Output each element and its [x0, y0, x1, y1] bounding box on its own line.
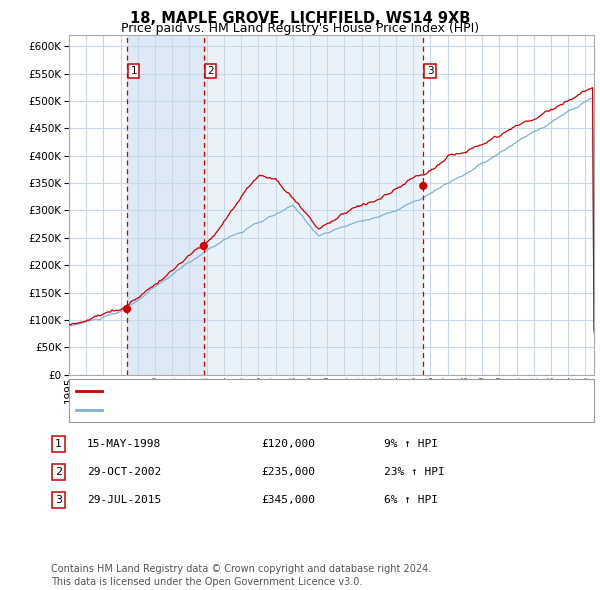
- Text: 2: 2: [55, 467, 62, 477]
- Text: 2: 2: [207, 66, 214, 76]
- Text: 6% ↑ HPI: 6% ↑ HPI: [384, 496, 438, 505]
- Text: £235,000: £235,000: [261, 467, 315, 477]
- Text: 1: 1: [55, 439, 62, 448]
- Point: [199, 241, 209, 251]
- Text: 15-MAY-1998: 15-MAY-1998: [87, 439, 161, 448]
- Text: 18, MAPLE GROVE, LICHFIELD, WS14 9XB: 18, MAPLE GROVE, LICHFIELD, WS14 9XB: [130, 11, 470, 25]
- Text: 29-OCT-2002: 29-OCT-2002: [87, 467, 161, 477]
- Text: £120,000: £120,000: [261, 439, 315, 448]
- Point: [418, 181, 428, 191]
- Text: 23% ↑ HPI: 23% ↑ HPI: [384, 467, 445, 477]
- Bar: [127, 35, 204, 375]
- Bar: [204, 35, 423, 375]
- Text: £345,000: £345,000: [261, 496, 315, 505]
- Text: 9% ↑ HPI: 9% ↑ HPI: [384, 439, 438, 448]
- Text: 3: 3: [427, 66, 433, 76]
- Text: 3: 3: [55, 496, 62, 505]
- Text: 18, MAPLE GROVE, LICHFIELD, WS14 9XB (detached house): 18, MAPLE GROVE, LICHFIELD, WS14 9XB (de…: [109, 386, 442, 396]
- Text: HPI: Average price, detached house, Lichfield: HPI: Average price, detached house, Lich…: [109, 405, 362, 415]
- Text: Price paid vs. HM Land Registry's House Price Index (HPI): Price paid vs. HM Land Registry's House …: [121, 22, 479, 35]
- Point: [122, 304, 132, 314]
- Text: 29-JUL-2015: 29-JUL-2015: [87, 496, 161, 505]
- Text: 1: 1: [130, 66, 137, 76]
- Text: Contains HM Land Registry data © Crown copyright and database right 2024.
This d: Contains HM Land Registry data © Crown c…: [51, 564, 431, 587]
